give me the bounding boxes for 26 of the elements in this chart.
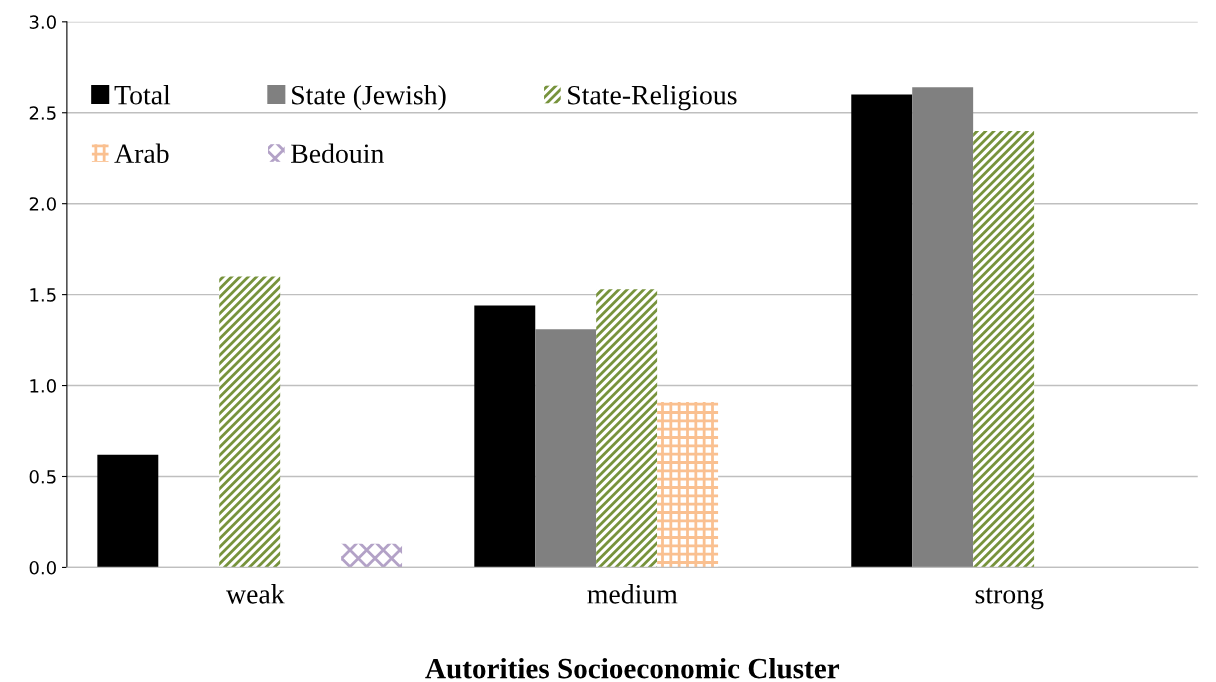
bar bbox=[474, 305, 536, 568]
x-tick-label: medium bbox=[587, 584, 678, 604]
y-tick-label: 0.0 bbox=[29, 560, 56, 575]
x-axis-title: Autorities Socioeconomic Cluster bbox=[425, 657, 840, 679]
legend-label: Arab bbox=[114, 143, 169, 164]
x-tick-label: strong bbox=[975, 587, 1044, 610]
x-tick-label: weak bbox=[226, 584, 285, 604]
legend-label: Total bbox=[114, 85, 171, 105]
legend-label: Bedouin bbox=[291, 143, 384, 164]
bar bbox=[851, 94, 913, 568]
bar bbox=[596, 289, 658, 568]
y-tick-label: 1.0 bbox=[30, 379, 56, 393]
legend-label: State-Religious bbox=[568, 85, 737, 111]
bar bbox=[912, 87, 974, 568]
bar bbox=[97, 454, 159, 568]
y-tick-label: 2.0 bbox=[29, 197, 56, 211]
y-tick-label: 1.5 bbox=[30, 288, 56, 302]
bar bbox=[341, 543, 403, 568]
y-tick-label: 2.5 bbox=[29, 106, 56, 120]
bar bbox=[657, 401, 719, 568]
bar bbox=[973, 130, 1035, 568]
legend-label: State (Jewish) bbox=[292, 85, 446, 111]
y-tick-label: 3.0 bbox=[29, 15, 56, 29]
bar bbox=[535, 329, 597, 568]
y-tick-label: 0.5 bbox=[29, 469, 56, 484]
bar bbox=[219, 276, 281, 568]
